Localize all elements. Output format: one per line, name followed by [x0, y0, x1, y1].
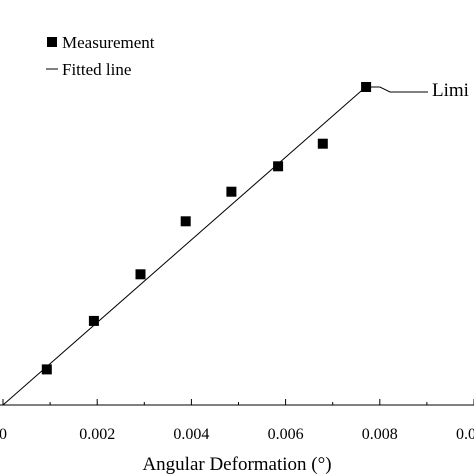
limit-annotation: Limi [432, 80, 469, 101]
fitted-line [2, 86, 380, 406]
x-tick-label-0: 0 [0, 426, 7, 443]
measurement-point-5 [273, 161, 284, 172]
legend-label-fitted-line: Fitted line [62, 60, 131, 79]
x-tick-label-4: 0.008 [362, 426, 398, 443]
legend-marker-measurement [47, 37, 57, 47]
x-tick-label-2: 0.004 [173, 426, 209, 443]
limit-leader-line [379, 86, 428, 93]
measurement-point-1 [88, 315, 99, 326]
plot-area [2, 82, 428, 406]
x-tick-label-3: 0.006 [268, 426, 304, 443]
x-tick-label-1: 0.002 [79, 426, 115, 443]
x-axis: 0 0.002 0.004 0.006 0.008 0.010 [0, 399, 474, 443]
measurement-point-3 [180, 216, 191, 227]
legend: Measurement Fitted line [46, 33, 155, 79]
measurement-point-2 [135, 269, 146, 280]
measurement-point-7 [361, 82, 372, 92]
measurement-point-4 [226, 186, 237, 197]
x-tick-label-5: 0.010 [456, 426, 474, 443]
legend-label-measurement: Measurement [62, 33, 155, 52]
x-axis-title: Angular Deformation (°) [142, 454, 331, 474]
measurement-point-6 [317, 138, 328, 149]
measurement-point-0 [41, 364, 52, 375]
